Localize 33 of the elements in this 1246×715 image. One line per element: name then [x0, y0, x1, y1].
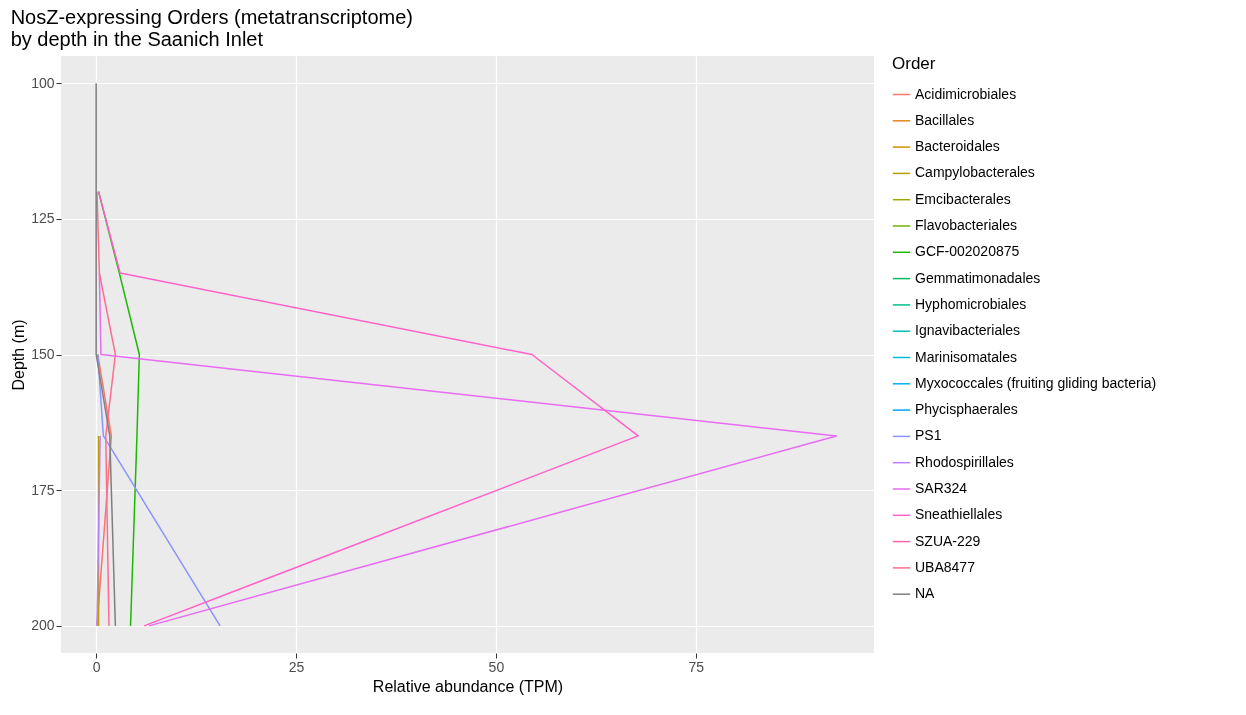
x-tick-label: 75: [688, 658, 705, 675]
legend-label: Marinisomatales: [915, 348, 1017, 365]
y-axis-title: Depth (m): [10, 319, 28, 391]
y-tick-label: 175: [31, 481, 55, 498]
legend-title: Order: [892, 54, 936, 73]
legend-label: Emcibacterales: [915, 190, 1011, 207]
x-axis-title: Relative abundance (TPM): [372, 677, 564, 695]
legend-label: PS1: [915, 427, 942, 444]
chart-title: NosZ-expressing Orders (metatranscriptome) by depth in the Saanich Inlet: [10, 6, 413, 50]
legend-label: Phycisphaerales: [915, 401, 1018, 418]
legend-label: Bacteroidales: [915, 138, 1000, 155]
legend-label: Sneathiellales: [915, 506, 1003, 523]
y-tick-label: 100: [31, 74, 55, 91]
legend-label: NA: [915, 585, 936, 602]
x-tick-label: 0: [92, 658, 101, 675]
legend-label: Flavobacteriales: [915, 217, 1017, 233]
legend-label: Hyphomicrobiales: [915, 295, 1027, 312]
legend-label: Gemmatimonadales: [915, 269, 1041, 286]
legend-label: UBA8477: [915, 558, 976, 575]
legend-label: Ignavibacteriales: [915, 322, 1021, 339]
legend-label: GCF-002020875: [915, 243, 1020, 260]
legend-label: SZUA-229: [915, 532, 981, 549]
legend-label: Rhodospirillales: [915, 453, 1014, 470]
x-tick-label: 25: [288, 658, 305, 675]
x-tick-label: 50: [488, 658, 505, 675]
legend-label: Campylobacterales: [915, 164, 1035, 181]
y-tick-label: 125: [31, 210, 55, 227]
legend-label: Bacillales: [915, 111, 975, 128]
y-tick-label: 150: [31, 346, 55, 362]
legend-label: SAR324: [915, 480, 968, 496]
legend-label: Acidimicrobiales: [915, 85, 1017, 102]
legend-label: Myxococcales (fruiting gliding bacteria): [915, 374, 1157, 391]
y-tick-label: 200: [31, 617, 55, 634]
